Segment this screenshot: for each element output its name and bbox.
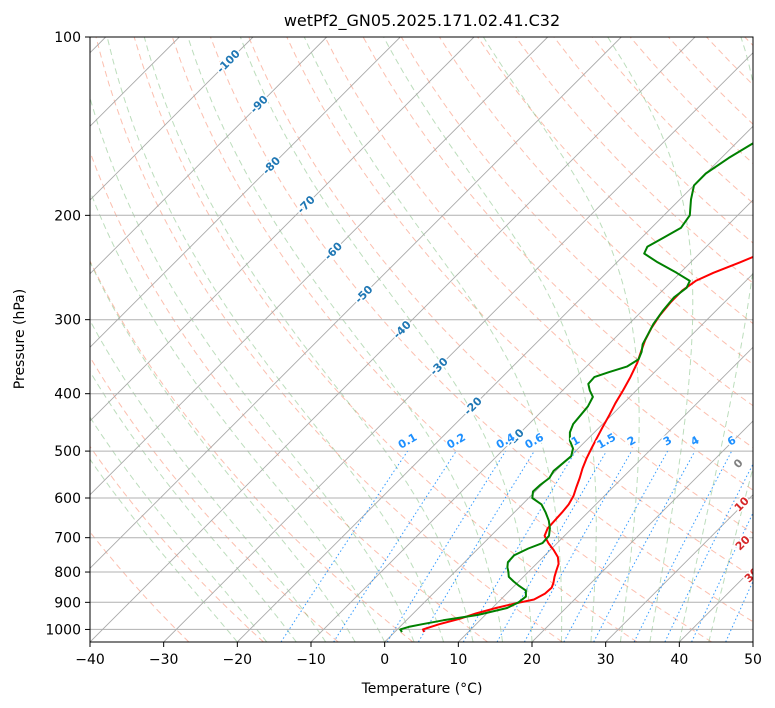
skewed-isotherms	[90, 37, 753, 642]
isotherm-line	[163, 52, 753, 642]
temperature-line	[422, 255, 753, 633]
moist-adiabat	[187, 37, 503, 642]
dry-adiabat	[95, 37, 563, 642]
dry-adiabat	[248, 37, 753, 578]
moist-adiabat	[482, 37, 640, 642]
isotherm-line	[90, 37, 254, 201]
isotherm-line	[90, 37, 328, 275]
isotherm-line	[90, 37, 401, 348]
x-tick-label: −20	[223, 652, 253, 668]
axes: −40 −30 −20 −10 0 10 20 30 40 50 100 200 300 400 500 60…	[45, 30, 762, 668]
mixing-ratio-line	[333, 450, 457, 642]
moist-adiabat	[90, 416, 268, 642]
mixing-ratio-lines	[280, 450, 753, 642]
isotherm-line	[90, 37, 622, 569]
isotherm-line	[531, 420, 753, 642]
mixing-ratio-line	[280, 450, 409, 642]
y-tick-label: 800	[54, 565, 81, 581]
dry-adiabat	[90, 356, 339, 642]
moist-adiabat-label-text: 30	[742, 565, 762, 585]
dry-adiabat	[515, 37, 753, 284]
y-tick-label: 700	[54, 531, 81, 547]
dry-adiabats	[90, 37, 753, 642]
dry-adiabat	[90, 259, 414, 642]
y-tick-label: 100	[54, 30, 81, 46]
moist-adiabat	[90, 260, 356, 642]
mixing-ratio-line	[593, 450, 696, 642]
mixing-ratio-line	[664, 463, 753, 642]
moist-adiabat	[678, 37, 753, 642]
x-tick-label: −10	[296, 652, 326, 668]
dry-adiabat	[133, 37, 638, 642]
moist-adiabat	[708, 466, 753, 642]
x-tick-label: 50	[744, 652, 762, 668]
plot-frame	[89, 36, 754, 643]
mixing-ratio-line	[633, 450, 733, 642]
y-tick-label: 500	[54, 444, 81, 460]
moist-adiabat	[90, 319, 327, 642]
isotherm-line	[384, 273, 753, 642]
x-tick-label: 10	[449, 652, 467, 668]
isotherm-line	[310, 199, 753, 642]
moist-adiabat	[90, 370, 297, 642]
y-tick-label: 600	[54, 491, 81, 507]
chart-title: wetPf2_GN05.2025.171.02.41.C32	[284, 11, 560, 31]
dry-adiabat	[171, 37, 712, 642]
isotherm-line	[236, 125, 753, 642]
isotherm-line	[90, 37, 549, 496]
moist-adiabat	[106, 37, 445, 642]
moist-adiabat	[303, 37, 563, 642]
isotherm-line	[90, 37, 696, 642]
mixing-ratio-line	[523, 450, 633, 642]
moist-adiabat	[383, 37, 597, 642]
moist-adiabat	[90, 189, 386, 642]
moist-adiabats	[90, 37, 753, 642]
isotherm-line	[457, 346, 753, 642]
x-tick-label: 40	[670, 652, 688, 668]
mixing-ratio-line	[563, 450, 669, 642]
isotherm-line	[605, 494, 753, 642]
dry-adiabat	[90, 445, 264, 642]
x-tick-label: −40	[75, 652, 105, 668]
x-axis-label: Temperature (°C)	[361, 681, 483, 697]
pressure-gridlines	[90, 37, 753, 630]
y-tick-label: 1000	[45, 622, 81, 638]
y-tick-label: 200	[54, 208, 81, 224]
mixing-ratio-line	[417, 450, 535, 642]
dry-adiabat	[324, 37, 753, 491]
mixing-ratio-line	[386, 450, 507, 642]
moist-adiabat	[607, 37, 694, 642]
dry-adiabat	[286, 37, 753, 534]
dewpoint-line	[399, 142, 753, 633]
dry-adiabat	[210, 37, 753, 623]
y-axis-label: Pressure (hPa)	[12, 289, 28, 389]
x-tick-label: 30	[597, 652, 615, 668]
x-tick-label: 0	[380, 652, 389, 668]
y-tick-label: 300	[54, 313, 81, 329]
x-tick-label: 20	[523, 652, 541, 668]
profile-lines	[399, 142, 753, 633]
y-tick-label: 900	[54, 595, 81, 611]
isotherm-line	[90, 37, 475, 422]
x-tick-label: −30	[149, 652, 179, 668]
moist-adiabat	[143, 37, 474, 642]
y-tick-label: 400	[54, 387, 81, 403]
